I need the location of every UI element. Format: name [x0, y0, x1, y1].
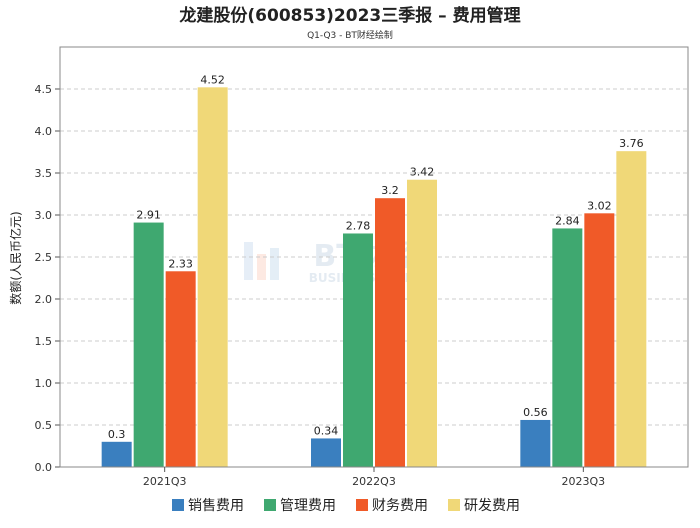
data-label: 2.84 — [555, 214, 580, 227]
legend-label: 研发费用 — [464, 498, 520, 514]
legend-swatch — [172, 499, 184, 511]
y-tick-label: 4.5 — [35, 83, 53, 96]
y-tick-label: 1.5 — [35, 335, 53, 348]
watermark-logo-bar — [257, 254, 266, 280]
data-label: 4.52 — [200, 73, 225, 86]
legend-swatch — [264, 499, 276, 511]
chart-subtitle: Q1-Q3 - BT财经绘制 — [307, 29, 393, 41]
bar — [552, 228, 583, 467]
y-tick-label: 3.0 — [35, 209, 53, 222]
y-tick-label: 3.5 — [35, 167, 53, 180]
y-tick-label: 2.0 — [35, 293, 53, 306]
bar — [520, 419, 551, 467]
bar — [375, 198, 405, 467]
bar — [133, 222, 164, 467]
legend-label: 财务费用 — [372, 498, 428, 514]
data-label: 2.91 — [136, 209, 161, 222]
y-tick-label: 0.0 — [35, 461, 53, 474]
y-tick-label: 1.0 — [35, 377, 53, 390]
bar — [197, 87, 228, 467]
x-tick-label: 2023Q3 — [562, 475, 606, 488]
bar — [407, 179, 437, 467]
x-tick-label: 2022Q3 — [352, 475, 396, 488]
y-tick-label: 4.0 — [35, 125, 53, 138]
data-label: 2.78 — [346, 219, 371, 232]
legend-label: 管理费用 — [280, 498, 336, 514]
watermark-logo-bar — [244, 242, 253, 280]
data-label: 3.2 — [381, 184, 399, 197]
data-label: 2.33 — [168, 257, 193, 270]
legend-swatch — [356, 499, 368, 511]
data-label: 0.34 — [314, 424, 339, 437]
legend-swatch — [448, 499, 460, 511]
watermark-logo-bar — [270, 248, 279, 280]
bar — [101, 441, 132, 467]
bar — [311, 438, 341, 467]
y-tick-label: 0.5 — [35, 419, 53, 432]
chart-title: 龙建股份(600853)2023三季报 – 费用管理 — [178, 5, 520, 26]
legend: 销售费用 管理费用 财务费用 研发费用 — [172, 498, 520, 514]
y-tick-label: 2.5 — [35, 251, 53, 264]
data-label: 3.42 — [410, 166, 435, 179]
legend-label: 销售费用 — [188, 498, 244, 514]
bar — [616, 151, 647, 467]
data-label: 3.02 — [587, 199, 612, 212]
x-tick-label: 2021Q3 — [143, 475, 187, 488]
bars-group: 0.3 2.91 2.33 4.52 0.34 2.78 3.2 3.42 0.56 2.84 3.… — [101, 73, 647, 467]
data-label: 0.3 — [108, 428, 126, 441]
bar — [343, 233, 373, 467]
data-label: 0.56 — [523, 406, 548, 419]
data-label: 3.76 — [619, 137, 644, 150]
bar — [165, 271, 196, 467]
y-axis-label: 数额(人民币亿元) — [8, 211, 23, 304]
bar — [584, 213, 615, 467]
axes: 0.0 0.5 1.0 1.5 2.0 2.5 3.0 3.5 4.0 4.5 2021Q3 2022… — [35, 46, 689, 488]
